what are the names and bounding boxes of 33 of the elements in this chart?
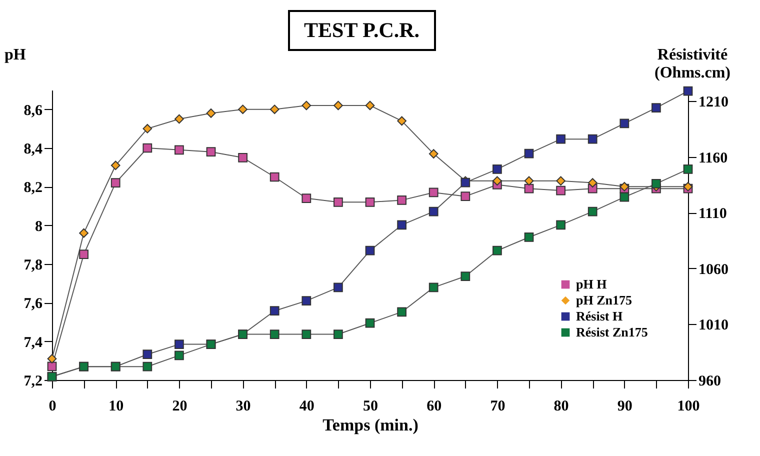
chart-title: TEST P.C.R.	[288, 10, 436, 51]
legend-label: Résist Zn175	[576, 324, 648, 340]
y2-tick-label: 1210	[698, 94, 728, 111]
y2-axis-title: Résistivité (Ohms.cm)	[654, 46, 730, 82]
y-tick-label: 8	[35, 218, 42, 235]
x-tick-label: 30	[236, 398, 251, 414]
x-tick-label: 40	[299, 398, 314, 414]
x-axis-title: Temps (min.)	[322, 416, 418, 434]
x-tick-label: 20	[172, 398, 188, 414]
x-tick-label: 0	[48, 398, 56, 414]
legend-label: pH H	[576, 276, 607, 292]
y2-tick-label: 1160	[698, 150, 728, 166]
x-tick-label: 60	[426, 398, 442, 414]
y2-tick-label: 1060	[698, 262, 728, 278]
legend-label: pH Zn175	[576, 292, 632, 308]
y-tick-label: 7,4	[24, 334, 43, 351]
y-tick-label: 7,2	[24, 374, 42, 390]
x-tick-label: 70	[490, 398, 506, 414]
y-axis-title: pH	[4, 46, 26, 64]
y2-tick-label: 960	[698, 374, 721, 390]
x-tick-label: 50	[363, 398, 378, 414]
y-tick-label: 7,8	[24, 258, 42, 274]
x-tick-label: 10	[108, 398, 124, 414]
y-tick-label: 8,2	[24, 180, 42, 196]
x-tick-label: 90	[617, 398, 632, 414]
y-tick-label: 7,6	[24, 296, 43, 312]
x-tick-label: 80	[554, 398, 569, 414]
y-tick-label: 8,6	[24, 102, 43, 119]
y2-tick-label: 1010	[698, 318, 728, 334]
y2-tick-label: 1110	[698, 206, 727, 222]
y-tick-label: 8,4	[24, 142, 43, 158]
x-tick-label: 100	[677, 398, 700, 414]
legend-label: Résist H	[576, 308, 623, 324]
